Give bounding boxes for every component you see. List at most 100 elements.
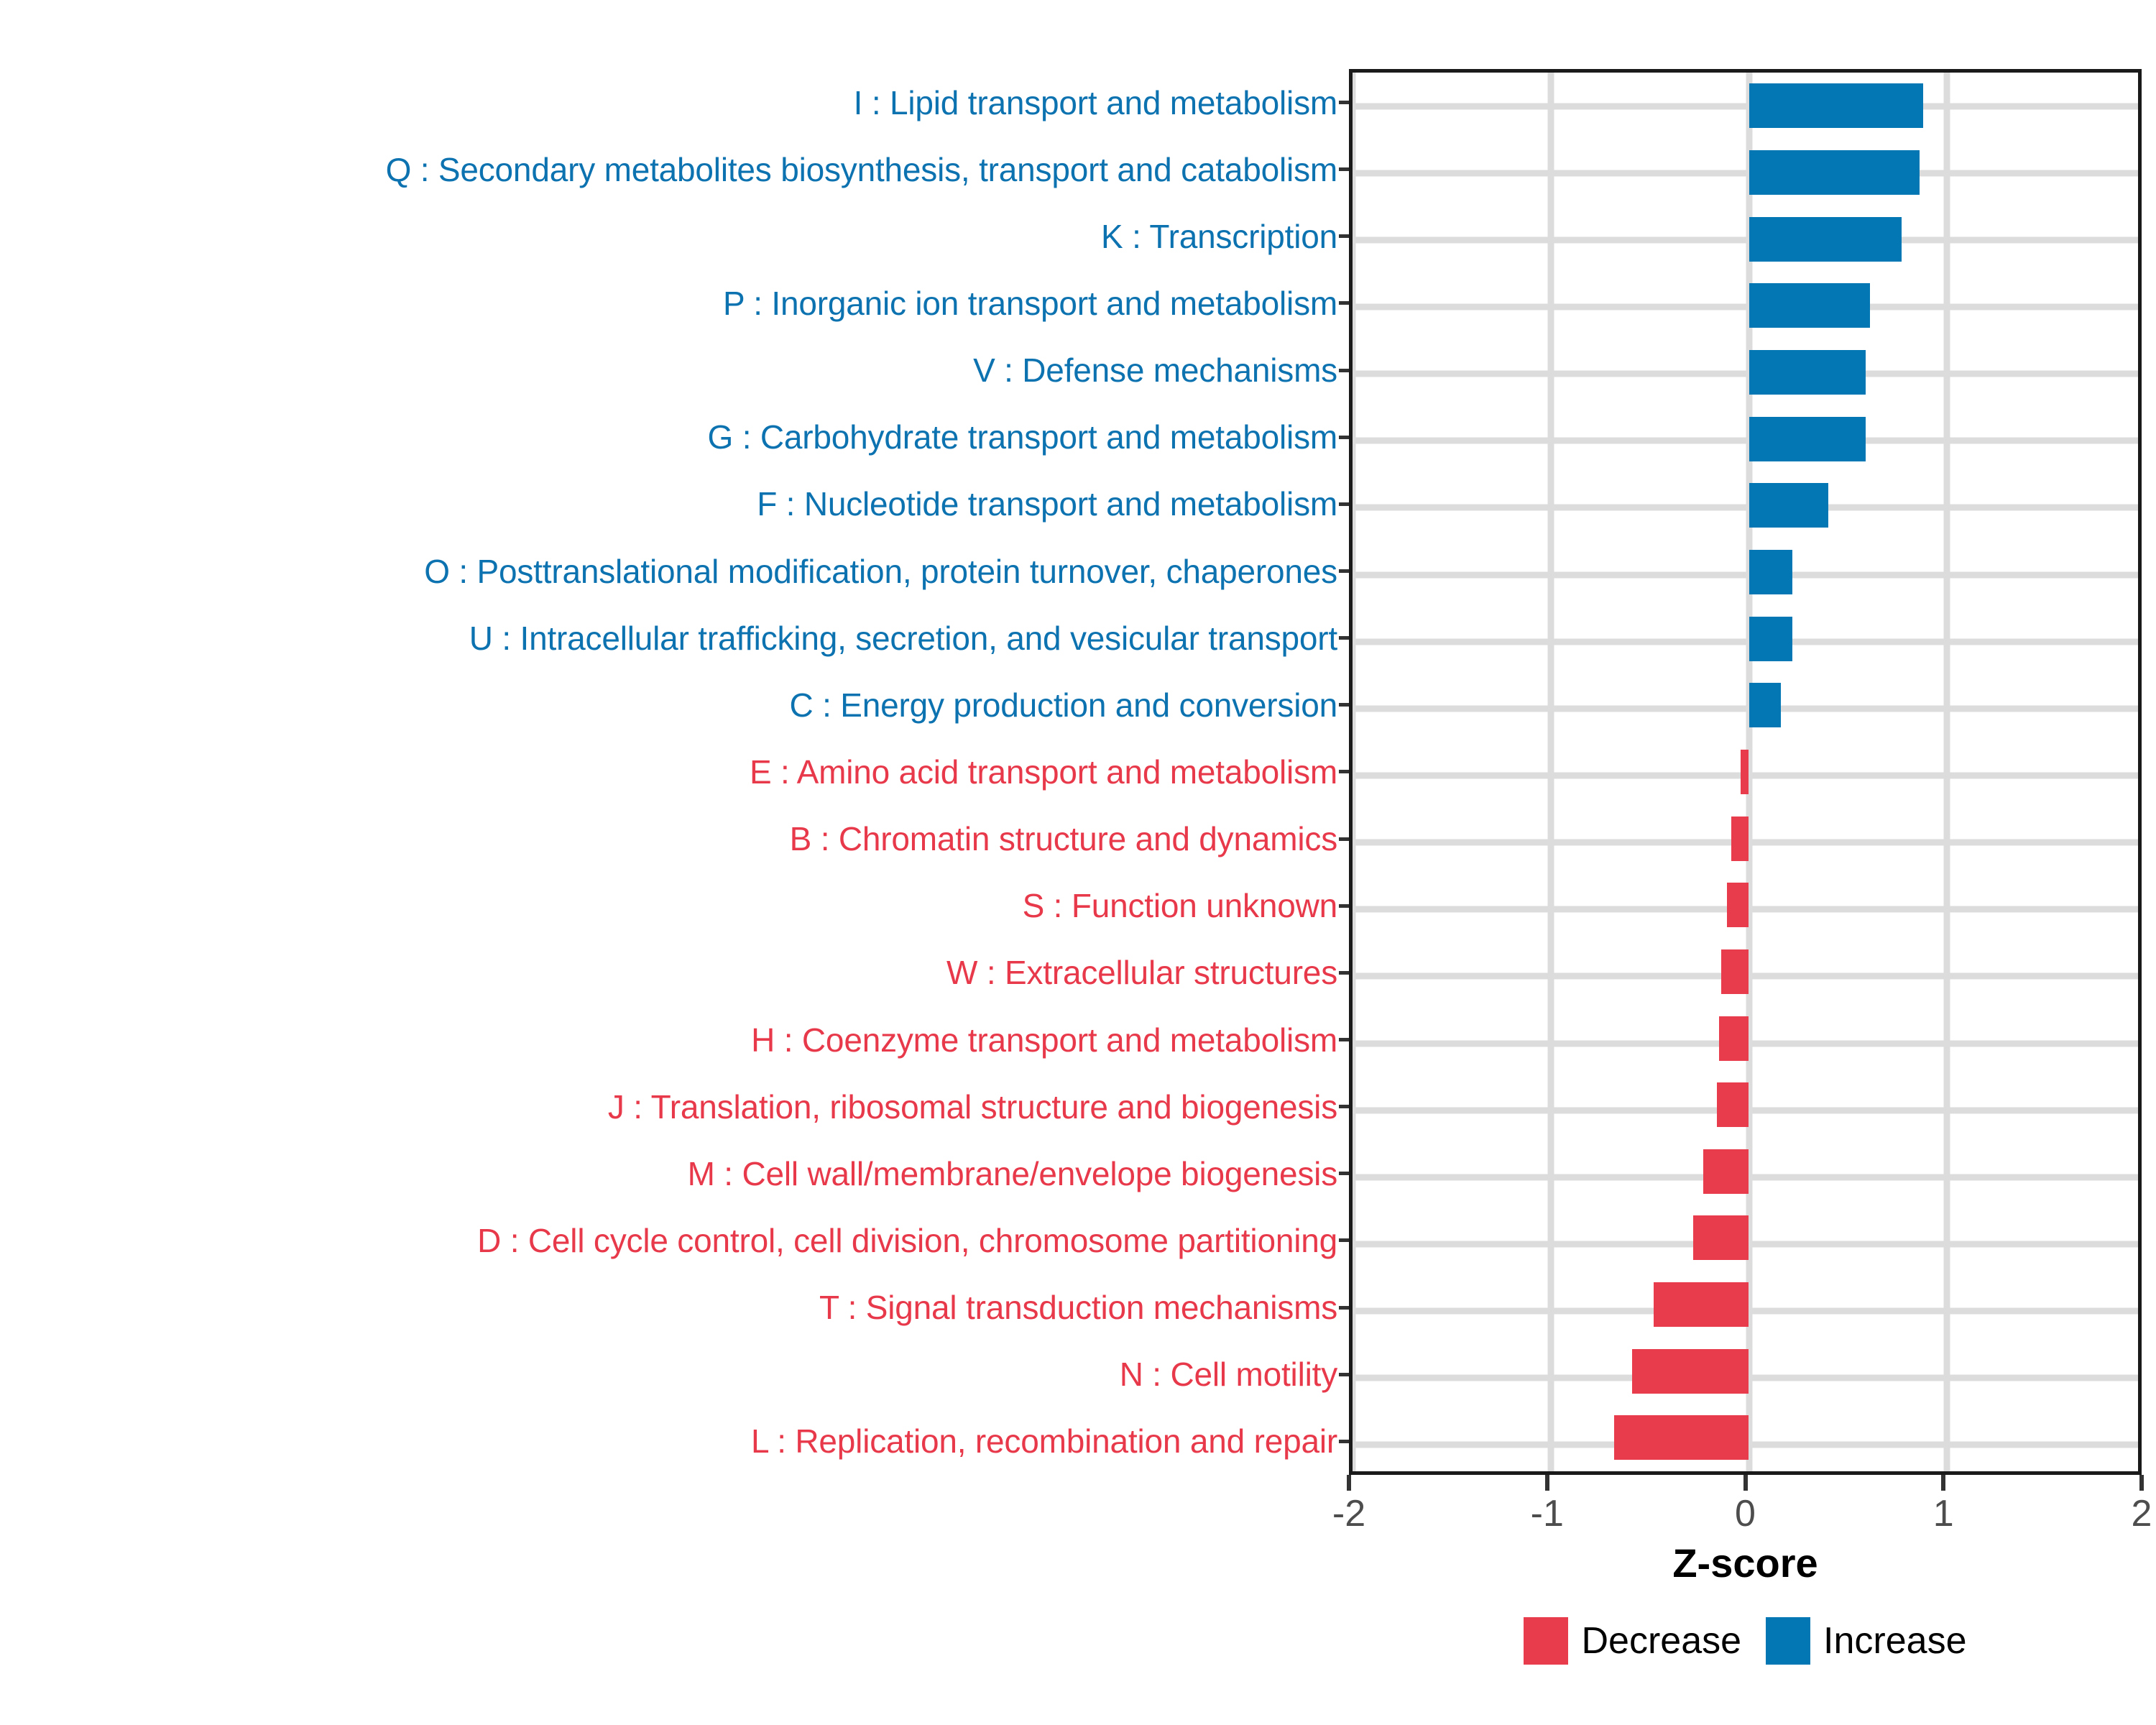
bar-row — [1353, 883, 2138, 928]
legend-item[interactable]: Decrease — [1524, 1617, 1741, 1665]
bar-row — [1353, 616, 2138, 661]
category-label: I : Lipid transport and metabolism — [853, 83, 1338, 121]
x-axis-tick — [1941, 1475, 1946, 1491]
category-tick — [1339, 1105, 1349, 1109]
category-label: T : Signal transduction mechanisms — [819, 1289, 1337, 1327]
category-label: V : Defense mechanisms — [973, 351, 1337, 390]
x-axis-tick — [1347, 1475, 1351, 1491]
category-label: L : Replication, recombination and repai… — [750, 1422, 1337, 1460]
bar[interactable] — [1613, 1415, 1749, 1460]
category-axis-labels: I : Lipid transport and metabolism Q : Se… — [0, 69, 1340, 1475]
bar[interactable] — [1749, 549, 1793, 594]
category-label: D : Cell cycle control, cell division, c… — [477, 1221, 1337, 1259]
gridline-horizontal — [1353, 504, 2138, 511]
bar[interactable] — [1731, 816, 1749, 861]
bar-row — [1353, 1415, 2138, 1460]
bar[interactable] — [1749, 483, 1828, 528]
category-label: B : Chromatin structure and dynamics — [789, 820, 1338, 858]
x-axis-tick-label: 2 — [2131, 1493, 2152, 1535]
gridline-horizontal — [1353, 571, 2138, 579]
bar[interactable] — [1749, 83, 1924, 129]
bar[interactable] — [1749, 150, 1920, 195]
x-axis-tick-labels: -2 -1 0 1 2 — [1332, 1492, 2152, 1535]
x-axis-ticks — [1347, 1475, 2144, 1491]
legend-swatch — [1524, 1617, 1569, 1665]
category-tick — [1339, 234, 1349, 239]
plot-panel-inner — [1353, 73, 2138, 1471]
bar[interactable] — [1749, 416, 1866, 461]
bar[interactable] — [1749, 349, 1866, 395]
bar[interactable] — [1749, 616, 1793, 661]
bar[interactable] — [1727, 883, 1749, 928]
gridline-horizontal — [1353, 170, 2138, 177]
category-tick — [1339, 636, 1349, 640]
chart-legend: Decrease Increase — [1349, 1617, 2142, 1665]
category-tick — [1339, 502, 1349, 506]
category-tick — [1339, 569, 1349, 574]
category-label: M : Cell wall/membrane/envelope biogenes… — [687, 1154, 1338, 1192]
category-label: K : Transcription — [1101, 217, 1337, 255]
bar-row — [1353, 283, 2138, 328]
category-tick — [1339, 301, 1349, 305]
bar[interactable] — [1749, 283, 1870, 328]
bar[interactable] — [1631, 1348, 1749, 1394]
category-tick — [1339, 770, 1349, 774]
bar[interactable] — [1749, 216, 1902, 262]
bar-row — [1353, 83, 2138, 129]
gridline-vertical — [1746, 73, 1752, 1471]
category-tick — [1339, 1038, 1349, 1042]
bar-row — [1353, 683, 2138, 728]
bar[interactable] — [1693, 1215, 1749, 1261]
bar-row — [1353, 749, 2138, 794]
bar-row — [1353, 1215, 2138, 1261]
bar[interactable] — [1720, 949, 1749, 994]
category-label: W : Extracellular structures — [946, 954, 1337, 992]
bar-row — [1353, 816, 2138, 861]
bar-row — [1353, 349, 2138, 395]
category-label: G : Carbohydrate transport and metabolis… — [707, 418, 1338, 456]
category-tick — [1339, 1305, 1349, 1310]
category-label: P : Inorganic ion transport and metaboli… — [723, 284, 1337, 322]
bar[interactable] — [1703, 1149, 1749, 1194]
category-tick — [1339, 837, 1349, 841]
bar[interactable] — [1741, 749, 1749, 794]
legend-label: Increase — [1823, 1620, 1967, 1662]
x-axis-tick — [1743, 1475, 1748, 1491]
x-axis-tick-label: 1 — [1932, 1493, 1954, 1535]
category-label: H : Coenzyme transport and metabolism — [751, 1021, 1337, 1059]
bar[interactable] — [1654, 1282, 1749, 1328]
gridline-horizontal — [1353, 638, 2138, 645]
bar-row — [1353, 1016, 2138, 1061]
category-tick — [1339, 1372, 1349, 1376]
x-axis-tick — [2139, 1475, 2144, 1491]
bar-row — [1353, 949, 2138, 994]
bar-row — [1353, 1348, 2138, 1394]
x-axis-title: Z-score — [1672, 1540, 1818, 1586]
x-axis-tick-label: 0 — [1735, 1493, 1756, 1535]
gridline-vertical — [1547, 73, 1554, 1471]
bar[interactable] — [1717, 1082, 1749, 1128]
bar-row — [1353, 216, 2138, 262]
category-label: U : Intracellular trafficking, secretion… — [469, 619, 1337, 657]
category-label: F : Nucleotide transport and metabolism — [757, 485, 1337, 523]
bar-row — [1353, 1149, 2138, 1194]
gridline-horizontal — [1353, 705, 2138, 712]
legend-item[interactable]: Increase — [1766, 1617, 1967, 1665]
category-label: O : Posttranslational modification, prot… — [424, 552, 1337, 590]
bar-row — [1353, 150, 2138, 195]
bar[interactable] — [1749, 683, 1781, 728]
category-tick — [1339, 368, 1349, 372]
legend-label: Decrease — [1581, 1620, 1742, 1662]
category-tick — [1339, 1439, 1349, 1443]
category-tick — [1339, 167, 1349, 172]
category-tick — [1339, 1172, 1349, 1176]
gridline-vertical — [1943, 73, 1950, 1471]
category-label: C : Energy production and conversion — [789, 686, 1338, 724]
category-label: N : Cell motility — [1119, 1356, 1338, 1394]
gridline-horizontal — [1353, 236, 2138, 244]
bar-row — [1353, 1082, 2138, 1128]
legend-swatch — [1766, 1617, 1811, 1665]
category-tick — [1339, 1238, 1349, 1243]
x-axis-tick — [1544, 1475, 1549, 1491]
bar[interactable] — [1719, 1016, 1749, 1061]
